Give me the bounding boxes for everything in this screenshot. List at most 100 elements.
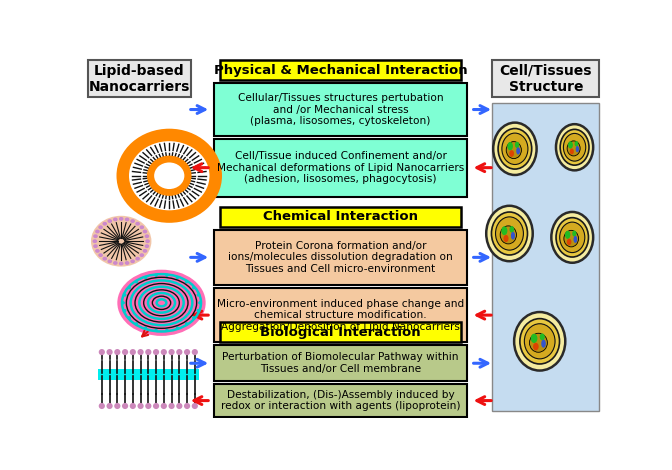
Ellipse shape: [556, 124, 593, 170]
Bar: [98, 369, 199, 380]
Bar: [88, 60, 191, 97]
Circle shape: [123, 309, 126, 313]
Circle shape: [138, 349, 144, 355]
Ellipse shape: [509, 150, 514, 157]
Ellipse shape: [130, 219, 135, 223]
Ellipse shape: [493, 123, 537, 175]
Ellipse shape: [93, 235, 98, 238]
Circle shape: [138, 403, 144, 409]
Circle shape: [145, 403, 151, 409]
Ellipse shape: [91, 216, 151, 266]
Ellipse shape: [495, 217, 523, 250]
Circle shape: [196, 293, 200, 297]
Ellipse shape: [501, 226, 507, 235]
Circle shape: [144, 276, 147, 279]
Ellipse shape: [491, 212, 528, 255]
Ellipse shape: [567, 141, 580, 156]
Ellipse shape: [515, 142, 519, 148]
Circle shape: [185, 280, 188, 283]
Circle shape: [145, 349, 151, 355]
Circle shape: [106, 403, 113, 409]
Text: Lipid-based
Nanocarriers: Lipid-based Nanocarriers: [88, 63, 190, 94]
Bar: [214, 288, 467, 342]
Text: Cell/Tissue induced Confinement and/or
Mechanical deformations of Lipid Nanocarr: Cell/Tissue induced Confinement and/or M…: [217, 151, 464, 184]
Ellipse shape: [93, 239, 97, 243]
Circle shape: [155, 329, 158, 332]
Ellipse shape: [95, 229, 99, 234]
Ellipse shape: [507, 142, 513, 150]
Ellipse shape: [575, 141, 579, 147]
Circle shape: [165, 329, 169, 332]
Circle shape: [161, 349, 167, 355]
Circle shape: [128, 286, 131, 290]
Circle shape: [184, 403, 190, 409]
Circle shape: [122, 301, 125, 305]
Text: Biological Interaction: Biological Interaction: [260, 326, 421, 338]
Circle shape: [161, 403, 167, 409]
Ellipse shape: [145, 239, 150, 243]
Ellipse shape: [125, 261, 130, 265]
Ellipse shape: [144, 235, 149, 238]
Text: Perturbation of Biomolecular Pathway within
Tissues and/or Cell membrane: Perturbation of Biomolecular Pathway wit…: [222, 352, 459, 374]
Ellipse shape: [511, 232, 515, 240]
Circle shape: [169, 349, 175, 355]
Ellipse shape: [140, 253, 144, 257]
Ellipse shape: [524, 324, 555, 359]
Ellipse shape: [498, 128, 532, 169]
Circle shape: [176, 403, 182, 409]
Ellipse shape: [516, 147, 520, 155]
Bar: [220, 322, 460, 342]
Ellipse shape: [541, 339, 546, 348]
Ellipse shape: [108, 219, 112, 223]
Ellipse shape: [563, 133, 586, 161]
Ellipse shape: [568, 141, 573, 149]
Circle shape: [99, 403, 105, 409]
Circle shape: [130, 349, 136, 355]
Circle shape: [198, 301, 202, 305]
Ellipse shape: [113, 218, 118, 221]
Bar: [220, 206, 460, 227]
Ellipse shape: [118, 270, 206, 336]
Circle shape: [123, 293, 126, 297]
Text: Micro-environment induced phase change and
chemical structure modification.
Aggr: Micro-environment induced phase change a…: [217, 298, 464, 332]
Circle shape: [176, 349, 182, 355]
Ellipse shape: [142, 249, 147, 253]
Circle shape: [134, 280, 138, 283]
Circle shape: [114, 403, 120, 409]
Ellipse shape: [514, 312, 565, 370]
Circle shape: [130, 403, 136, 409]
Bar: [493, 102, 599, 411]
Circle shape: [175, 276, 179, 279]
Ellipse shape: [93, 244, 98, 248]
Bar: [214, 230, 467, 285]
Circle shape: [192, 349, 198, 355]
Circle shape: [169, 403, 175, 409]
Ellipse shape: [560, 222, 585, 252]
Circle shape: [153, 403, 159, 409]
Circle shape: [192, 403, 198, 409]
Ellipse shape: [503, 235, 509, 242]
Ellipse shape: [98, 225, 103, 229]
Ellipse shape: [576, 146, 579, 152]
Text: Cell/Tissues
Structure: Cell/Tissues Structure: [500, 63, 592, 94]
Bar: [214, 139, 467, 196]
Circle shape: [128, 316, 131, 320]
Bar: [214, 83, 467, 136]
Ellipse shape: [573, 236, 577, 243]
Bar: [214, 345, 467, 381]
Bar: [220, 60, 460, 80]
Ellipse shape: [506, 141, 521, 158]
Ellipse shape: [102, 222, 107, 226]
Circle shape: [175, 326, 179, 330]
Ellipse shape: [108, 259, 112, 263]
Bar: [214, 384, 467, 417]
Ellipse shape: [502, 133, 528, 164]
Ellipse shape: [154, 163, 184, 189]
Ellipse shape: [135, 257, 140, 260]
Ellipse shape: [487, 206, 533, 261]
Circle shape: [192, 316, 196, 320]
Ellipse shape: [130, 259, 135, 263]
Circle shape: [155, 274, 158, 277]
Ellipse shape: [570, 149, 574, 155]
Ellipse shape: [530, 333, 548, 352]
